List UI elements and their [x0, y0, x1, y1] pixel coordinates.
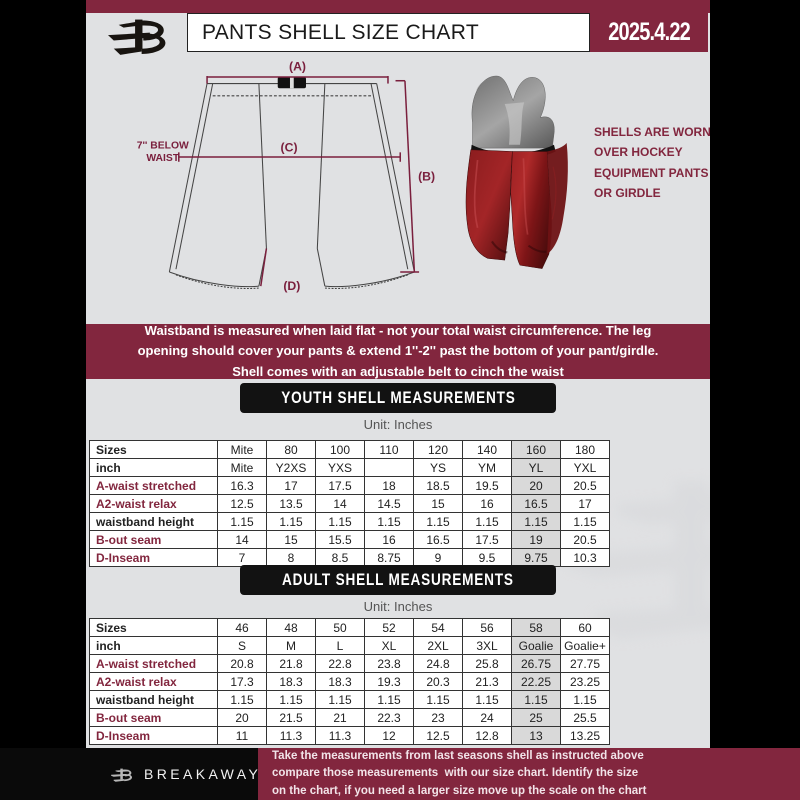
svg-text:7'' BELOW: 7'' BELOW — [137, 141, 189, 152]
svg-text:(A): (A) — [289, 60, 306, 73]
svg-text:(D): (D) — [283, 279, 300, 293]
svg-text:(C): (C) — [281, 140, 298, 154]
svg-text:WAIST: WAIST — [146, 153, 179, 164]
svg-text:(B): (B) — [418, 170, 435, 184]
